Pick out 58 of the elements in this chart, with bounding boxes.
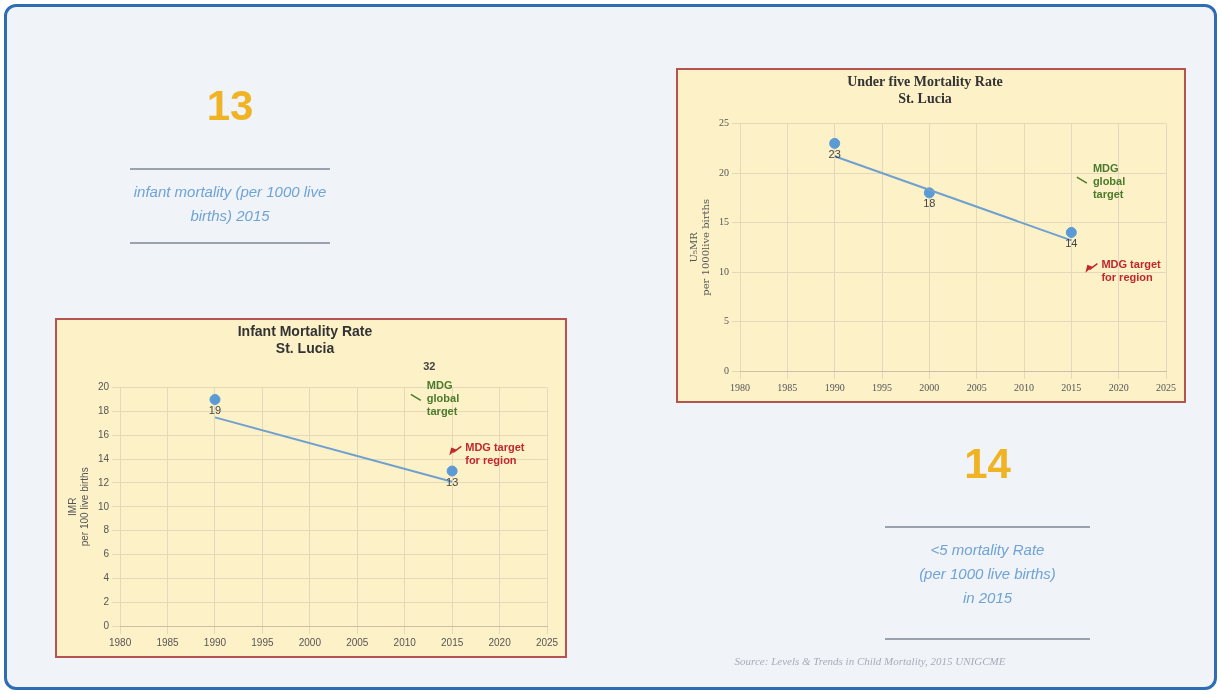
y-axis-title: IMR per 100 live births — [66, 467, 90, 547]
y-tick-label: 20 — [98, 381, 110, 393]
y-tick-label: 2 — [103, 595, 110, 607]
chart-title: Infant Mortality Rate St. Lucia — [237, 323, 373, 357]
x-tick-label: 2010 — [1014, 381, 1034, 393]
x-tick-label: 1990 — [824, 381, 845, 393]
point — [829, 137, 841, 149]
text: 32 — [423, 359, 436, 372]
text: 14 — [963, 440, 1012, 488]
data-label: 19 — [208, 404, 222, 417]
y-tick-label: 20 — [719, 166, 729, 178]
y-axis-title: U₅MR per 1000live births — [687, 198, 711, 296]
y-tick-label: 12 — [98, 476, 110, 488]
x-tick-label: 2000 — [919, 381, 940, 393]
x-tick-label: 2000 — [298, 636, 322, 648]
y-tick-label: 5 — [724, 315, 729, 327]
x-tick-label: 1980 — [730, 381, 750, 393]
annotation: MDG global target — [426, 378, 460, 417]
x-tick-label: 2025 — [535, 636, 559, 648]
y-tick-label: 10 — [98, 500, 110, 512]
x-tick-label: 2015 — [1061, 381, 1082, 393]
x-tick-label: 2010 — [393, 636, 417, 648]
annotation: MDG target for region — [465, 440, 525, 466]
x-tick-label: 1985 — [156, 636, 180, 648]
y-tick-label: 8 — [103, 524, 110, 536]
source-note: Source: Levels & Trends in Child Mortality, 2015 UNIGCME — [733, 655, 1007, 667]
x-tick-label: 1995 — [251, 636, 274, 648]
x-tick-label: 2020 — [488, 636, 512, 648]
data-label: 14 — [1065, 236, 1078, 249]
y-tick-label: 15 — [719, 216, 729, 228]
annotation: MDG target for region — [1101, 258, 1162, 284]
x-tick-label: 2020 — [1108, 381, 1129, 393]
annotation: MDG global target — [1092, 161, 1126, 200]
text: infant mortality (per 1000 live births) 2015 — [132, 182, 328, 226]
x-tick-label: 1990 — [203, 636, 227, 648]
x-tick-label: 2005 — [346, 636, 369, 648]
y-tick-label: 18 — [98, 405, 110, 417]
x-tick-label: 2025 — [1156, 381, 1176, 393]
x-tick-label: 2005 — [966, 381, 987, 393]
data-label: 13 — [446, 475, 459, 488]
text: 13 — [205, 82, 255, 130]
y-tick-label: 0 — [103, 619, 110, 631]
y-tick-label: 16 — [98, 429, 110, 441]
point — [1065, 226, 1077, 238]
chart-title: Under five Mortality Rate St. Lucia — [847, 74, 1003, 106]
y-tick-label: 25 — [719, 117, 729, 129]
y-tick-label: 10 — [719, 265, 729, 277]
y-tick-label: 6 — [103, 548, 110, 560]
data-label: 23 — [828, 147, 841, 160]
y-tick-label: 14 — [98, 452, 110, 464]
y-tick-label: 4 — [103, 572, 110, 584]
x-tick-label: 1980 — [109, 636, 132, 648]
x-tick-label: 1985 — [777, 381, 798, 393]
x-tick-label: 1995 — [872, 381, 892, 393]
y-tick-label: 0 — [724, 364, 729, 376]
data-label: 18 — [923, 197, 936, 210]
x-tick-label: 2015 — [441, 636, 464, 648]
text: <5 mortality Rate (per 1000 live births) in 2015 — [918, 540, 1057, 608]
